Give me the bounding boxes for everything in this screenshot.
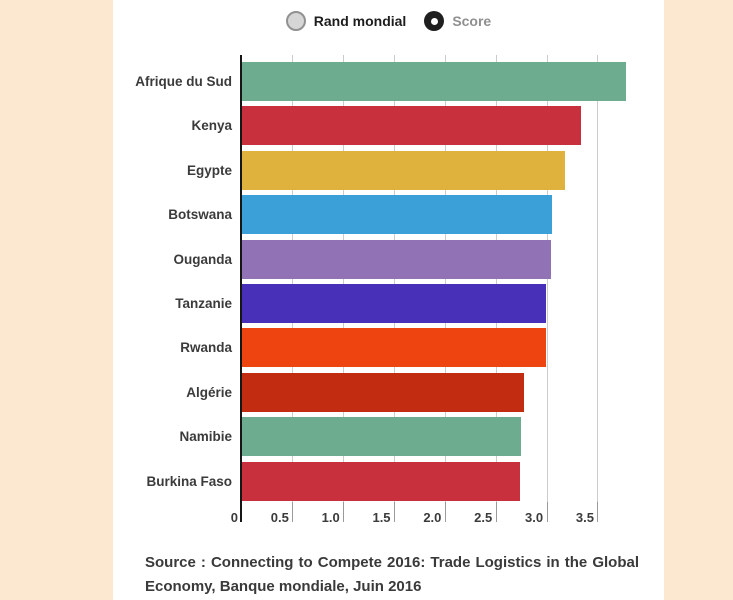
x-tick-mark (546, 502, 548, 522)
bar-tanzanie[interactable] (242, 284, 547, 323)
legend-label[interactable]: Score (452, 13, 492, 29)
x-tick-mark (343, 502, 345, 522)
category-label: Egypte (186, 162, 232, 178)
bar-afrique-du-sud[interactable] (242, 62, 627, 101)
x-tick-mark (394, 502, 396, 522)
x-tick-mark (597, 502, 599, 522)
bar-burkina-faso[interactable] (242, 461, 520, 501)
bar-row: Rwanda (180, 328, 640, 368)
bar-chart: 0 0.5 1.0 1.5 2.0 2.5 3.0 3.5 Afrique du Sud Keny… (135, 55, 640, 525)
bar-row: Ouganda (173, 239, 640, 279)
x-tick-label: 1.0 (321, 510, 340, 525)
category-label: Botswana (168, 207, 232, 223)
bar-row: Tanzanie (175, 284, 640, 323)
bar-botswana[interactable] (242, 195, 553, 235)
x-tick-mark (495, 502, 497, 522)
bar-namibie[interactable] (242, 417, 521, 457)
legend-label[interactable]: Rand mondial (313, 13, 407, 29)
bar-ouganda[interactable] (242, 239, 552, 279)
x-tick-label: 3.0 (525, 510, 544, 525)
legend-toggle-rand-mondial[interactable]: Rand mondial (285, 11, 407, 31)
category-label: Burkina Faso (146, 473, 232, 489)
bar-row: Algérie (186, 372, 640, 412)
y-axis-line (240, 55, 242, 522)
bar-row: Namibie (179, 417, 640, 457)
x-tick-label: 2.0 (423, 510, 442, 525)
category-label: Namibie (179, 429, 232, 445)
category-label: Rwanda (180, 340, 232, 356)
radio-selected-icon[interactable] (424, 11, 445, 31)
x-tick-mark (444, 502, 446, 522)
chart-panel: Rand mondial Score 0 0.5 1.0 1.5 2.0 2.5 3.0 3.5… (113, 0, 664, 600)
radio-inner-dot (430, 17, 438, 25)
x-tick-label: 2.5 (474, 510, 493, 525)
category-label: Afrique du Sud (135, 74, 232, 89)
x-tick-mark (292, 502, 294, 522)
category-label: Kenya (191, 118, 232, 134)
bar-kenya[interactable] (242, 106, 581, 146)
bar-row: Afrique du Sud (135, 62, 640, 101)
bar-row: Burkina Faso (146, 461, 640, 501)
chart-legend: Rand mondial Score (113, 8, 664, 34)
category-label: Tanzanie (175, 296, 232, 311)
x-tick-label: 0.5 (270, 510, 289, 525)
gridline-3.5 (597, 55, 599, 502)
source-note: Source : Connecting to Compete 2016: Tra… (145, 554, 639, 595)
bar-row: Kenya (191, 106, 640, 146)
category-label: Algérie (186, 384, 232, 400)
category-label: Ouganda (173, 251, 232, 267)
bar-algérie[interactable] (242, 372, 524, 412)
radio-unselected-icon[interactable] (285, 11, 306, 31)
legend-toggle-score[interactable]: Score (424, 11, 491, 31)
x-tick-label: 3.5 (575, 510, 594, 525)
bar-rwanda[interactable] (242, 328, 547, 368)
x-tick-label: 0 (230, 510, 238, 525)
bar-egypte[interactable] (242, 150, 566, 190)
x-tick-label: 1.5 (372, 510, 391, 525)
bar-row: Botswana (168, 195, 640, 235)
bar-row: Egypte (187, 150, 640, 190)
